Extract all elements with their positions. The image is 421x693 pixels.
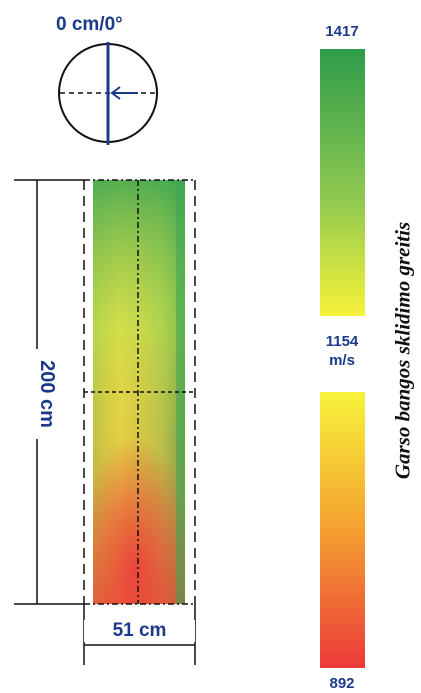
scale-max-label: 1417 (325, 23, 359, 40)
scale-title: Garso bangos sklidimo greitis (390, 221, 415, 480)
length-label: 200 cm (35, 349, 59, 439)
scale-min-label: 892 (329, 675, 355, 692)
log-outline (83, 179, 196, 605)
scale-mid-label: 1154 (325, 333, 359, 350)
scale-bar-upper (320, 49, 365, 316)
orientation-label: 0 cm/0° (56, 14, 123, 35)
scale-bar-lower (320, 392, 365, 668)
color-scale (320, 49, 365, 668)
width-label: 51 cm (84, 620, 195, 642)
scale-unit-label: m/s (329, 352, 355, 369)
orientation-circle (58, 42, 158, 145)
